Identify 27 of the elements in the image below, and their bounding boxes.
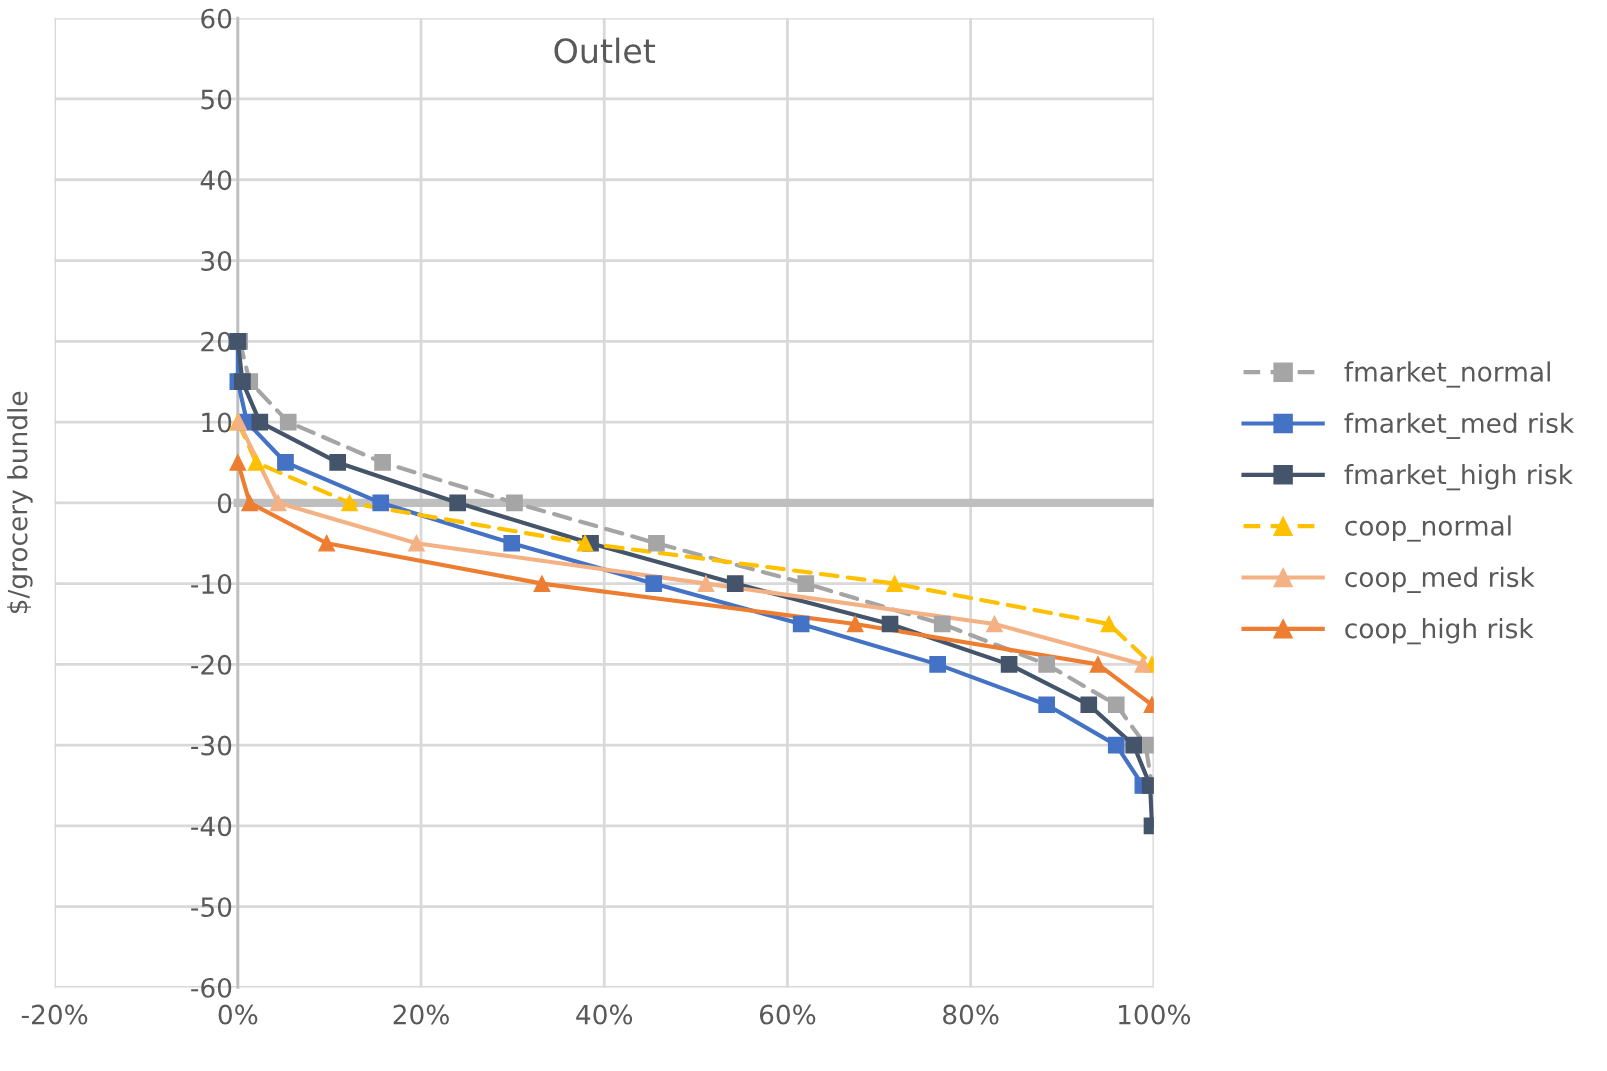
x-tick-label: -20% bbox=[21, 1004, 88, 1025]
x-tick-label: 0% bbox=[218, 1004, 258, 1025]
y-tick-label: 10 bbox=[202, 412, 232, 433]
y-tick-label: -30 bbox=[191, 735, 232, 756]
x-tick-label: 80% bbox=[943, 1004, 999, 1025]
legend-label: coop_high risk bbox=[1345, 618, 1534, 645]
y-tick-label: -10 bbox=[191, 574, 232, 595]
y-tick-label: -40 bbox=[191, 816, 232, 837]
legend-label: coop_normal bbox=[1345, 515, 1511, 542]
y-tick-label: 40 bbox=[200, 170, 232, 191]
y-tick-label: -20 bbox=[191, 654, 232, 675]
y-tick-label: -60 bbox=[191, 977, 232, 998]
chart-title: Outlet bbox=[554, 37, 656, 64]
y-tick-label: 0 bbox=[217, 493, 232, 514]
x-tick-label: 40% bbox=[576, 1004, 633, 1025]
legend-label: fmarket_med risk bbox=[1344, 412, 1575, 439]
x-tick-label: 20% bbox=[393, 1004, 449, 1025]
y-tick-label: 50 bbox=[201, 89, 232, 110]
y-axis-title: $/grocery bundle bbox=[7, 391, 33, 614]
y-tick-label: 60 bbox=[201, 8, 232, 29]
legend-label: fmarket_normal bbox=[1344, 361, 1550, 388]
x-tick-label: 60% bbox=[759, 1004, 816, 1025]
legend-label: coop_med risk bbox=[1345, 566, 1535, 593]
legend-label: fmarket_high risk bbox=[1344, 464, 1573, 491]
x-tick-label: 100% bbox=[1119, 1004, 1191, 1025]
y-tick-label: 30 bbox=[201, 250, 232, 271]
y-tick-label: -50 bbox=[191, 897, 232, 918]
